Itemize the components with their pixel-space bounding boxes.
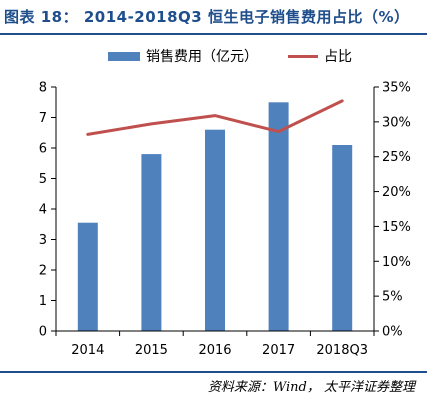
source-note: 资料来源：Wind， 太平洋证券整理: [207, 380, 415, 395]
figure-title: 图表 18： 2014-2018Q3 恒生电子销售费用占比（%）: [4, 8, 410, 26]
x-tick-label: 2016: [198, 343, 231, 358]
x-tick-label: 2017: [262, 343, 295, 358]
legend: 销售费用（亿元） 占比: [108, 49, 352, 65]
bar-2015: [141, 154, 162, 331]
legend-label-bar: 销售费用（亿元）: [146, 49, 258, 65]
y-right-tick-label: 15%: [382, 220, 411, 235]
title-divider: [0, 33, 427, 35]
bar-2017: [268, 102, 289, 332]
y-right-tick-label: 10%: [382, 255, 411, 270]
x-tick-label: 2015: [135, 343, 168, 358]
footer-divider: [0, 371, 427, 373]
chart: 销售费用（亿元） 占比 0 1 2 3 4 5 6 7 8 0% 5% 10% 15% 20% 25% 30% 3…: [39, 49, 411, 359]
y-left-tick-label: 8: [39, 81, 47, 96]
y-left-tick-label: 5: [39, 172, 47, 187]
x-tick-label: 2018Q3: [316, 343, 368, 358]
y-right-tick-label: 0%: [382, 325, 403, 340]
y-left-tick-label: 6: [39, 142, 47, 157]
y-right-tick-label: 5%: [382, 290, 403, 305]
y-left-tick-label: 1: [39, 294, 47, 309]
x-tick-label: 2014: [71, 343, 104, 358]
legend-label-line: 占比: [324, 49, 352, 65]
bar-2018Q3: [332, 145, 353, 331]
line-share-ratio: [86, 99, 344, 136]
axes: 0 1 2 3 4 5 6 7 8 0% 5% 10% 15% 20% 25% 30% 35% 2014 2015 2…: [39, 81, 411, 359]
y-left-tick-label: 0: [39, 325, 47, 340]
bar-series: [77, 102, 353, 332]
bar-2014: [77, 222, 98, 331]
y-right-tick-label: 35%: [382, 81, 411, 96]
y-right-tick-label: 25%: [382, 150, 411, 165]
y-right-tick-label: 30%: [382, 115, 411, 130]
y-left-tick-label: 7: [39, 111, 47, 126]
bar-2016: [205, 129, 225, 331]
y-left-tick-label: 2: [39, 264, 47, 279]
line-series: [86, 99, 344, 136]
y-left-tick-label: 3: [39, 233, 47, 248]
legend-swatch-bar: [108, 52, 140, 61]
y-left-tick-label: 4: [39, 203, 47, 218]
y-right-tick-label: 20%: [382, 185, 411, 200]
